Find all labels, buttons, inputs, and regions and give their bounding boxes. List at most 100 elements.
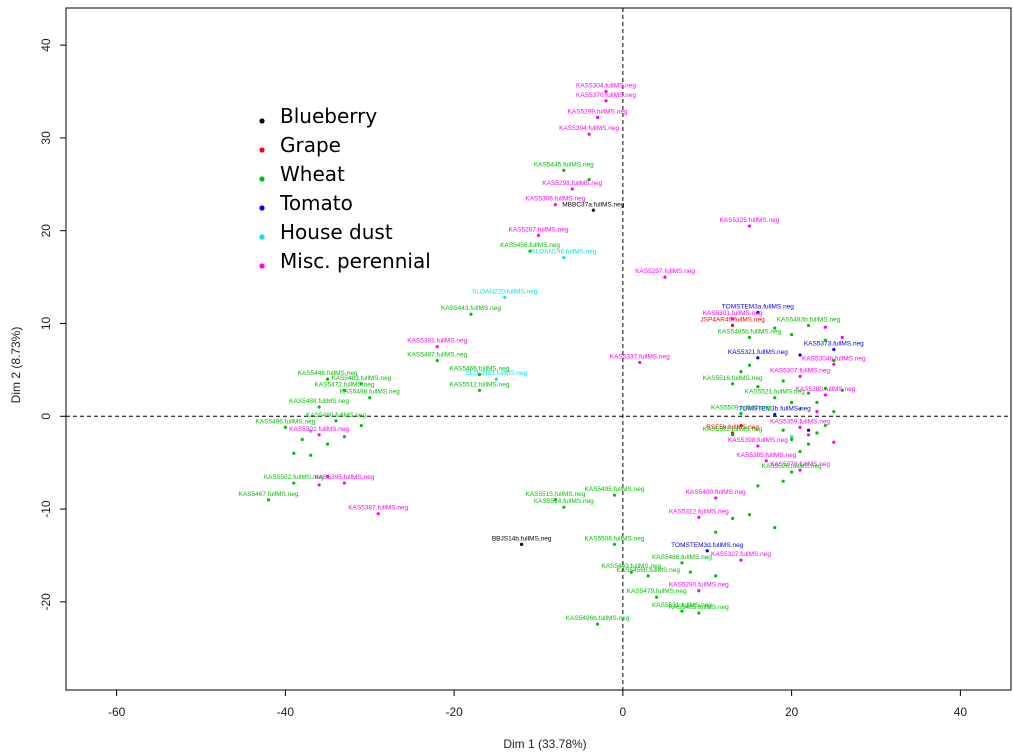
point-label-house-dust: SLOAN220.fullMS.neg — [472, 289, 538, 296]
point-wheat — [773, 396, 777, 400]
point-wheat — [781, 428, 785, 432]
point-house-dust — [503, 295, 507, 300]
point-wheat — [359, 382, 363, 386]
point-misc-perennial — [798, 425, 802, 430]
point-tomato — [705, 549, 709, 553]
point-misc-perennial — [798, 374, 802, 378]
point-wheat — [781, 379, 785, 383]
point-misc-perennial — [840, 335, 844, 340]
point-label-wheat: KAS5526.fullMS.neg — [762, 463, 822, 470]
point-house-dust — [494, 377, 498, 381]
point-label-wheat: KAS5516.fullMS.neg — [703, 375, 763, 382]
legend-marker-tomato — [259, 205, 265, 211]
point-label-wheat: KAS5496.fullMS.neg — [255, 418, 315, 425]
point-wheat — [815, 400, 819, 404]
point-wheat — [283, 425, 287, 430]
point-label-tomato: KAS5373.fullMS.neg — [804, 340, 864, 347]
point-label-misc-perennial: KAS5304b.fullMS.neg — [802, 355, 866, 362]
point-label-blueberry: BBJS14b.fullMS.neg — [492, 535, 552, 542]
point-wheat — [823, 338, 827, 342]
point-wheat — [714, 574, 718, 578]
point-wheat — [477, 372, 482, 377]
point-label-wheat: KAS5512.fullMS.neg — [449, 381, 509, 388]
point-wheat — [790, 437, 794, 442]
point-wheat — [655, 595, 659, 599]
point-label-misc-perennial: KAS5312.fullMS.neg — [669, 508, 729, 515]
point-label-misc-perennial: KAS5398.fullMS.neg — [728, 437, 788, 444]
point-label-misc-perennial: KAS5307.fullMS.neg — [770, 367, 830, 374]
point-wheat — [680, 561, 684, 565]
point-misc-perennial — [663, 275, 667, 279]
point-wheat — [798, 449, 802, 454]
point-label-wheat: KAS5467.fullMS.neg — [239, 491, 299, 498]
point-label-misc-perennial: KAS5327.fullMS.neg — [711, 551, 771, 558]
point-label-wheat: KAS5495.fullMS.neg — [584, 486, 644, 493]
point-tomato — [798, 353, 802, 357]
point-label-misc-perennial: KAS5290.fullMS.neg — [669, 582, 729, 589]
point-wheat — [781, 479, 785, 483]
point-wheat — [790, 470, 794, 474]
point-misc-perennial — [376, 512, 380, 516]
point-label-misc-perennial: KAS5297.fullMS.neg — [635, 268, 695, 275]
point-grape — [739, 423, 743, 428]
point-misc-perennial — [342, 481, 347, 485]
plot-axes: -60 -40 -20 0 20 40 -20 -10 0 10 20 30 40 — [39, 7, 1012, 719]
point-label-misc-perennial: KAS5400.fullMS.neg — [686, 489, 746, 496]
point-label-misc-perennial: KAS5299.fullMS.neg — [568, 108, 628, 115]
point-label-wheat: KAS5456.fullMS.neg — [500, 242, 560, 249]
point-label-wheat: KAS5531.fullMS.neg — [652, 602, 712, 609]
legend-label-grape: Grape — [280, 133, 341, 157]
point-wheat — [368, 396, 372, 400]
x-tick-label: -40 — [277, 705, 295, 719]
point-wheat — [747, 335, 752, 340]
point-label-misc-perennial: KAS5385.fullMS.neg — [736, 452, 796, 459]
point-label-misc-perennial: KAS5381.fullMS.neg — [407, 338, 467, 345]
point-label-wheat: KAS5485.fullMS.neg — [669, 604, 729, 611]
point-label-misc-perennial: KAS5337.fullMS.neg — [610, 353, 670, 360]
point-label-misc-perennial: KAS5301.fullMS.neg — [703, 310, 763, 317]
point-misc-perennial — [638, 360, 642, 365]
point-misc-perennial — [317, 483, 321, 487]
point-wheat — [646, 574, 650, 578]
legend-label-wheat: Wheat — [280, 162, 345, 186]
point-label-wheat: KAS5479.fullMS.neg — [627, 588, 687, 595]
point-wheat — [612, 542, 617, 546]
point-wheat — [612, 493, 617, 497]
point-wheat — [823, 386, 827, 391]
point-label-wheat: KAS5456b.fullMS.neg — [616, 567, 680, 574]
point-misc-perennial — [764, 459, 768, 463]
point-misc-perennial — [536, 233, 541, 237]
point-label-misc-perennial: KAS5325.fullMS.neg — [719, 217, 779, 224]
point-wheat — [806, 323, 811, 327]
point-label-tomato: TOMSTEM3b.fullMS.neg — [739, 405, 812, 412]
point-label-misc-perennial: KAS5304.fullMS.neg — [576, 83, 636, 90]
point-wheat — [756, 384, 760, 389]
point-misc-perennial — [806, 433, 811, 437]
point-misc-perennial — [714, 496, 718, 500]
x-tick-label: 20 — [785, 705, 799, 719]
point-wheat — [739, 370, 743, 374]
point-wheat — [587, 178, 591, 182]
point-misc-perennial — [747, 224, 752, 228]
y-tick-label: 30 — [39, 131, 53, 145]
legend-label-tomato: Tomato — [279, 191, 353, 215]
point-wheat — [469, 312, 473, 316]
point-label-misc-perennial: KAS5306.fullMS.neg — [525, 196, 585, 203]
point-label-wheat: KAS5514.fullMS.neg — [534, 498, 594, 505]
point-labels: MBBC37a.fullMS.neg BBJS14b.fullMS.neg JSP4… — [239, 83, 866, 623]
point-misc-perennial — [604, 89, 608, 94]
y-tick-label: -10 — [39, 500, 53, 518]
x-tick-label: -60 — [108, 705, 126, 719]
point-misc-perennial — [823, 393, 827, 397]
legend-marker-blueberry — [259, 118, 265, 124]
point-tomato — [756, 356, 760, 360]
x-axis-title: Dim 1 (33.78%) — [503, 737, 586, 751]
point-misc-perennial — [815, 410, 819, 414]
legend-label-blueberry: Blueberry — [280, 104, 377, 128]
point-label-wheat: KAS5449.fullMS.neg — [601, 563, 661, 570]
point-label-blueberry: MBBC37a.fullMS.neg — [562, 201, 625, 208]
point-wheat — [823, 423, 827, 428]
point-wheat — [528, 249, 532, 253]
point-wheat — [790, 400, 794, 404]
point-label-wheat: KAS5488.fullMS.neg — [289, 398, 349, 405]
